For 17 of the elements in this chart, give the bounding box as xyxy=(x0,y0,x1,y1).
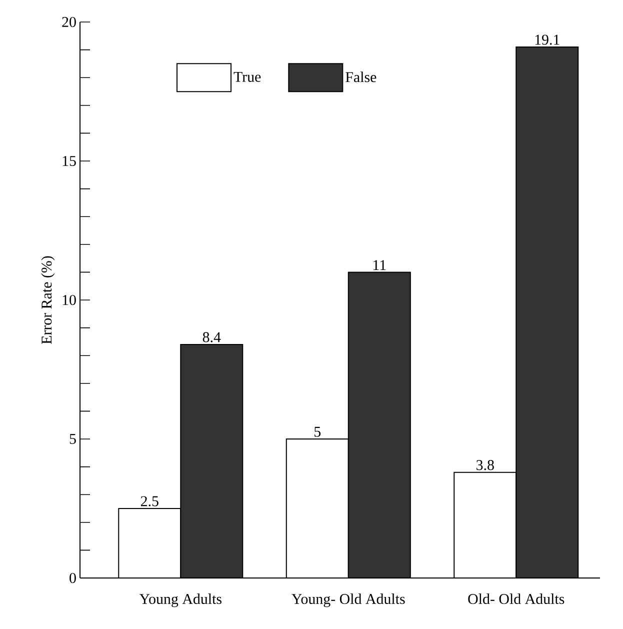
data-label: 2.5 xyxy=(140,496,158,506)
data-label: 8.4 xyxy=(202,332,221,342)
y-tick-label: 20 xyxy=(62,16,76,28)
x-tick-label: Old- Old Adults xyxy=(468,594,564,604)
y-tick-label: 15 xyxy=(62,156,76,166)
data-label: 3.8 xyxy=(476,460,494,470)
data-label: 11 xyxy=(374,260,386,270)
legend-label: True xyxy=(234,72,261,82)
legend-label: False xyxy=(346,72,376,82)
y-tick-label: 0 xyxy=(70,572,76,584)
data-label: 19.1 xyxy=(535,34,560,45)
data-label: 5 xyxy=(314,426,321,437)
y-axis-title: Error Rate (%) xyxy=(41,256,55,344)
x-tick-label: Young- Old Adults xyxy=(292,594,405,608)
y-tick-label: 5 xyxy=(70,434,76,444)
x-tick-label: Young Adults xyxy=(139,594,222,608)
y-tick-label: 10 xyxy=(62,294,76,306)
